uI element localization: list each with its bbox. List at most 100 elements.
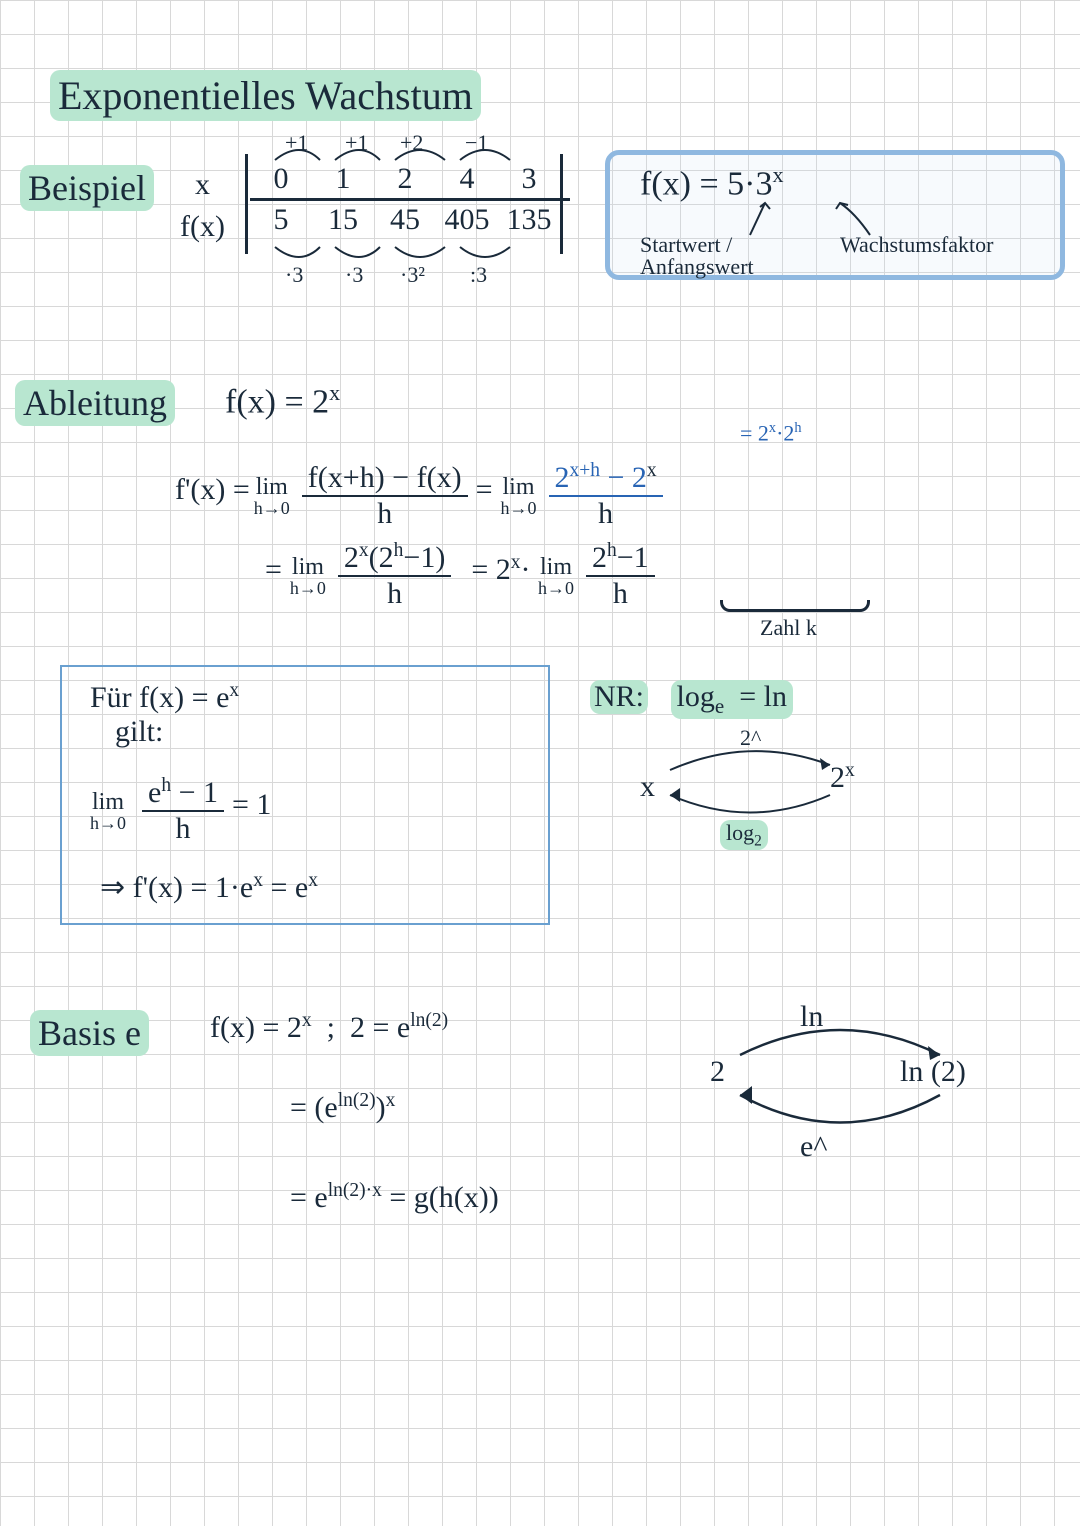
ableitung-fx: f(x) = 2x bbox=[225, 380, 340, 421]
e: h bbox=[394, 540, 404, 561]
e: x bbox=[253, 870, 263, 891]
den: h bbox=[549, 497, 663, 531]
e: ln(2) bbox=[338, 1090, 376, 1111]
formula-exp: x bbox=[772, 162, 783, 187]
den: h bbox=[586, 577, 655, 611]
t: −1) bbox=[403, 541, 445, 574]
lim: lim h→0 bbox=[90, 790, 126, 832]
lim-top: lim bbox=[90, 790, 126, 814]
basis-line3: = eln(2)·x = g(h(x)) bbox=[290, 1180, 499, 1215]
t: ) bbox=[376, 1091, 386, 1124]
cell: 45 bbox=[374, 201, 436, 239]
e: x bbox=[359, 540, 369, 561]
e: x bbox=[386, 1090, 396, 1111]
num: eh − 1 bbox=[142, 775, 224, 812]
lim-sub: h→0 bbox=[501, 499, 537, 517]
eq: = bbox=[265, 553, 282, 586]
e: x bbox=[769, 420, 776, 436]
den: h bbox=[142, 812, 224, 846]
t: = 2 bbox=[471, 553, 510, 586]
cell: 0 bbox=[250, 160, 312, 198]
e: h bbox=[794, 420, 801, 436]
t: = (e bbox=[290, 1091, 338, 1124]
lim-top: lim bbox=[290, 555, 326, 579]
cell: 15 bbox=[312, 201, 374, 239]
t: f(x) = 2 bbox=[210, 1011, 302, 1044]
anfangswert-label: Anfangswert bbox=[640, 254, 754, 280]
ex-line1b: gilt: bbox=[115, 715, 163, 749]
t: = e bbox=[290, 1181, 328, 1214]
lim-top: lim bbox=[501, 475, 537, 499]
nr-label: NR: loge = ln bbox=[590, 680, 793, 719]
cell: 5 bbox=[250, 201, 312, 239]
wachstumsfaktor-label: Wachstumsfaktor bbox=[840, 232, 993, 258]
lim-top: lim bbox=[254, 475, 290, 499]
cell: 4 bbox=[436, 160, 498, 198]
t: 2 = e bbox=[350, 1011, 410, 1044]
note-2x2h: = 2x·2h bbox=[740, 420, 802, 446]
den: h bbox=[338, 577, 451, 611]
lim-top: lim bbox=[538, 555, 574, 579]
t: −1 bbox=[617, 541, 649, 574]
arcs-top-icon bbox=[260, 140, 570, 162]
basis-line2: = (eln(2))x bbox=[290, 1090, 395, 1125]
sub: e bbox=[715, 694, 724, 718]
t: · bbox=[521, 553, 531, 586]
e: h bbox=[607, 540, 617, 561]
table-divider bbox=[560, 154, 563, 254]
lim: lim h→0 bbox=[254, 475, 290, 517]
ex-line1: Für f(x) = ex bbox=[90, 680, 239, 715]
t: ⇒ f'(x) = 1·e bbox=[100, 871, 253, 904]
den: h bbox=[302, 497, 468, 531]
table-row: 5 15 45 405 135 bbox=[250, 201, 570, 239]
t: − 1 bbox=[171, 776, 218, 809]
num: 2x+h − 2x bbox=[549, 460, 663, 497]
eq: = bbox=[476, 473, 493, 506]
t: 2 bbox=[555, 461, 570, 494]
op: ·3² bbox=[400, 262, 425, 288]
e: ln(2) bbox=[410, 1010, 448, 1031]
cell: 405 bbox=[436, 201, 498, 239]
table-divider bbox=[245, 154, 248, 254]
lim: lim h→0 bbox=[501, 475, 537, 517]
t: (2 bbox=[369, 541, 394, 574]
underbrace-icon bbox=[720, 600, 870, 612]
t: = g(h(x)) bbox=[382, 1181, 499, 1214]
cell: 2 bbox=[374, 160, 436, 198]
e: x bbox=[302, 1010, 312, 1031]
t: 2 bbox=[592, 541, 607, 574]
sep: ; bbox=[327, 1011, 335, 1044]
example-table: 0 1 2 4 3 5 15 45 405 135 bbox=[250, 160, 570, 239]
basis-line1: f(x) = 2x ; 2 = eln(2) bbox=[210, 1010, 448, 1045]
op: ·3 bbox=[285, 262, 303, 288]
deriv-line2: = lim h→0 2x(2h−1) h = 2x· lim h→0 2h−1 … bbox=[265, 540, 655, 611]
t: Für f(x) = e bbox=[90, 681, 229, 714]
lim-sub: h→0 bbox=[254, 499, 290, 517]
table-row-x-label: x bbox=[195, 168, 210, 202]
section-basis-e: Basis e bbox=[30, 1010, 149, 1056]
text: f(x) = 2 bbox=[225, 383, 329, 420]
cell: 3 bbox=[498, 160, 560, 198]
basis-arrows-icon bbox=[700, 1010, 980, 1150]
frac: 2x(2h−1) h bbox=[338, 540, 451, 611]
t: = e bbox=[263, 871, 308, 904]
ex-lim: lim h→0 eh − 1 h = 1 bbox=[90, 775, 271, 846]
nr-arrows-icon bbox=[640, 740, 860, 830]
frac: 2h−1 h bbox=[586, 540, 655, 611]
section-beispiel: Beispiel bbox=[20, 165, 154, 211]
num: 2x(2h−1) bbox=[338, 540, 451, 577]
op: ·3 bbox=[345, 262, 363, 288]
section-ableitung: Ableitung bbox=[15, 380, 175, 426]
frac: eh − 1 h bbox=[142, 775, 224, 846]
t: 2 bbox=[344, 541, 359, 574]
exp: x bbox=[329, 380, 340, 405]
rhs: = 2x· bbox=[471, 553, 538, 586]
cell: 135 bbox=[498, 201, 560, 239]
table-row-fx-label: f(x) bbox=[180, 210, 225, 244]
table-row: 0 1 2 4 3 bbox=[250, 160, 570, 198]
num: f(x+h) − f(x) bbox=[302, 461, 468, 497]
loge: loge = ln bbox=[671, 680, 793, 719]
e: ln(2)·x bbox=[328, 1180, 382, 1201]
frac: f(x+h) − f(x) h bbox=[302, 461, 468, 531]
zahl-k-label: Zahl k bbox=[760, 615, 817, 641]
